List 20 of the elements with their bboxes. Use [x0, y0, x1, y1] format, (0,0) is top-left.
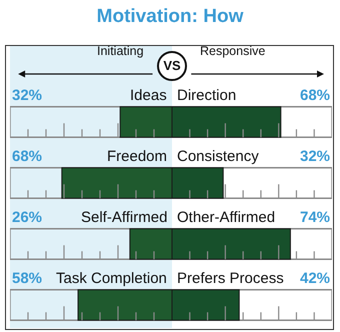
category-label: Consistency [177, 148, 259, 165]
text: Initiating [97, 44, 144, 58]
annotation: VS [157, 51, 187, 81]
category-label: Direction [177, 87, 236, 104]
data-label: 58% [12, 270, 42, 287]
data-label: 42% [300, 270, 330, 287]
category-label: Other-Affirmed [177, 209, 276, 226]
category-label: Freedom [107, 148, 168, 165]
data-label: 32% [12, 87, 42, 104]
data-label: 68% [300, 87, 330, 104]
category-label: Prefers Process [177, 270, 284, 287]
data-label: 26% [12, 209, 42, 226]
category-label: Task Completion [56, 270, 167, 287]
category-label: Ideas [130, 87, 167, 104]
data-label: 68% [12, 148, 42, 165]
data-label: 32% [300, 148, 330, 165]
text: Responsive [200, 44, 266, 58]
data-label: 74% [300, 209, 330, 226]
category-label: Self-Affirmed [81, 209, 168, 226]
chart-title: Motivation: How [96, 6, 244, 28]
